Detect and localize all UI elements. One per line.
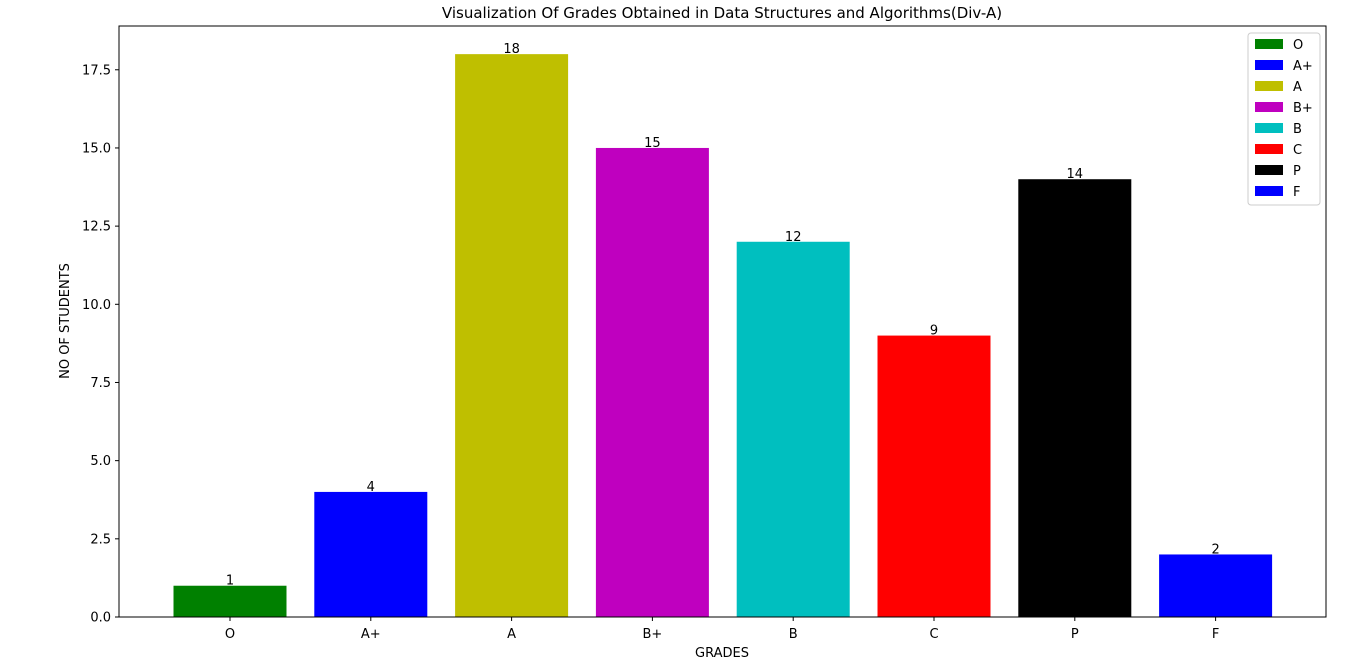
data-label: 14 [1067,167,1084,182]
y-tick-label: 17.5 [82,63,111,78]
plot-frame [118,25,1327,618]
x-tick-label: P [1071,627,1079,642]
data-label: 18 [503,42,520,57]
legend-swatch [1255,81,1283,91]
bar-f [1159,554,1273,617]
bar-o [173,585,287,617]
bar-b-plus [595,147,709,617]
bar-a [455,54,569,617]
bars-group [173,54,1273,617]
data-label: 4 [367,480,375,495]
x-axis-label: GRADES [695,646,749,661]
x-tick-label: A [507,627,516,642]
x-tick-label: C [929,627,938,642]
x-tick-label: O [225,627,235,642]
data-label: 1 [226,574,234,589]
legend-swatch [1255,186,1283,196]
y-tick-label: 7.5 [90,376,111,391]
bar-a-plus [314,491,428,617]
legend-label: B [1293,122,1302,137]
legend-swatch [1255,165,1283,175]
legend-label: O [1293,38,1303,53]
legend-swatch [1255,123,1283,133]
x-tick-label: B [789,627,798,642]
legend-label: F [1293,185,1300,200]
y-axis: 0.0 2.5 5.0 7.5 10.0 12.5 15.0 17.5 [82,63,119,626]
y-tick-label: 2.5 [90,532,111,547]
legend-swatch [1255,39,1283,49]
chart-title: Visualization Of Grades Obtained in Data… [442,4,1002,22]
legend-swatch [1255,60,1283,70]
y-tick-label: 15.0 [82,141,111,156]
x-tick-label: F [1212,627,1219,642]
x-tick-label: B+ [642,627,662,642]
legend-box [1247,32,1321,206]
legend-label: P [1293,164,1301,179]
legend-swatch [1255,144,1283,154]
data-label: 9 [930,324,938,339]
legend-label: B+ [1293,101,1313,116]
x-tick-label: A+ [361,627,381,642]
bar-b [736,241,850,617]
data-label: 2 [1211,542,1219,557]
y-tick-label: 12.5 [82,220,111,235]
legend-label: C [1293,143,1302,158]
data-label: 15 [644,136,661,151]
y-tick-label: 10.0 [82,298,111,313]
legend-label: A+ [1293,59,1313,74]
data-label: 12 [785,230,802,245]
bar-c [877,335,991,617]
legend-swatch [1255,102,1283,112]
legend-label: A [1293,80,1302,95]
y-axis-label: NO OF STUDENTS [58,263,73,379]
y-tick-label: 5.0 [90,454,111,469]
y-tick-label: 0.0 [90,611,111,626]
bar-p [1018,179,1132,617]
x-axis: O A+ A B+ B C P F [225,617,1219,642]
